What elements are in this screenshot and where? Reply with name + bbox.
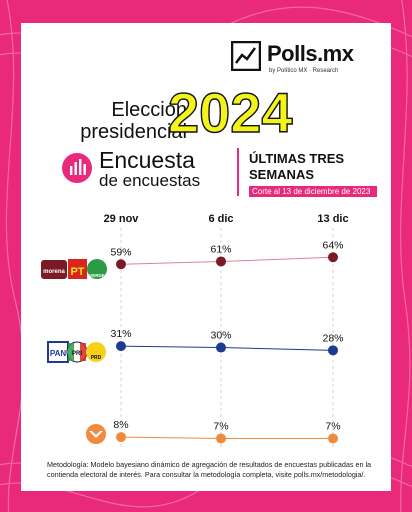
pt-logo-icon (68, 259, 87, 279)
mc-logo (86, 424, 106, 444)
x-tick-label: 29 nov (104, 213, 140, 225)
poll-line-chart: 29 nov 6 dic 13 dic 59% 61% 64% 31% 30% 28% 8% 7% 7… (104, 213, 349, 448)
verde-logo-icon (87, 259, 107, 279)
weeks-line-1: ÚLTIMAS TRES (249, 151, 345, 166)
data-label: 61% (210, 243, 231, 255)
data-point (116, 432, 126, 443)
pri-logo-text: PRI (72, 351, 82, 357)
data-point (216, 342, 226, 353)
data-point (328, 345, 338, 356)
data-label: 28% (322, 332, 343, 344)
data-point (216, 256, 226, 267)
data-point (328, 433, 338, 444)
party-logos: morena PT VERDE PAN PRI PRD (41, 259, 107, 444)
encuesta-bars-icon (62, 153, 92, 183)
mc-eagle-icon (89, 431, 103, 438)
subtitle-line-1: Encuesta (99, 147, 195, 173)
pan-pri-prd-logos: PAN PRI PRD (47, 341, 106, 363)
data-label: 7% (213, 420, 228, 432)
brand-name: Polls.mx (267, 41, 354, 66)
title-line-2: presidencial (80, 121, 187, 143)
brand-byline: by Político MX · Research (269, 68, 339, 74)
title-year: 2024 (167, 81, 293, 144)
cutoff-badge: Corte al 13 de diciembre de 2023 (249, 186, 377, 197)
title-text: Elección presidencial (47, 99, 187, 143)
x-tick-label: 6 dic (208, 213, 233, 225)
methodology-note: Metodología: Modelo bayesiano dinámico d… (47, 460, 372, 479)
prd-logo-icon (86, 342, 106, 362)
title-line-1: Elección (111, 99, 187, 121)
chart-logo-icon (231, 41, 261, 71)
mc-logo-icon (86, 424, 106, 444)
data-label: 30% (210, 330, 231, 342)
pt-logo-text: PT (70, 266, 84, 278)
data-label: 31% (110, 328, 131, 340)
morena-logo-text: morena (43, 269, 65, 275)
data-point (328, 252, 338, 263)
data-label: 8% (113, 419, 128, 431)
data-point (116, 259, 126, 270)
morena-pt-verde-logos: morena PT VERDE (41, 259, 107, 279)
data-label: 64% (322, 239, 343, 251)
data-label: 59% (110, 246, 131, 258)
data-point (216, 433, 226, 444)
poll-card: Polls.mx by Político MX · Research Elecc… (21, 23, 391, 491)
subtitle-line-2: de encuestas (99, 171, 201, 190)
weeks-label: ÚLTIMAS TRES SEMANAS (249, 151, 369, 183)
weeks-line-2: SEMANAS (249, 167, 315, 182)
prd-logo-text: PRD (91, 355, 102, 361)
verde-logo-text: VERDE (89, 273, 105, 278)
polls-mx-logo: Polls.mx by Político MX · Research (231, 39, 371, 83)
data-point (116, 341, 126, 352)
pan-logo-text: PAN (50, 349, 67, 358)
morena-logo-icon (41, 260, 67, 279)
data-label: 7% (325, 420, 340, 432)
x-tick-label: 13 dic (317, 213, 348, 225)
subtitle-divider (237, 148, 239, 196)
